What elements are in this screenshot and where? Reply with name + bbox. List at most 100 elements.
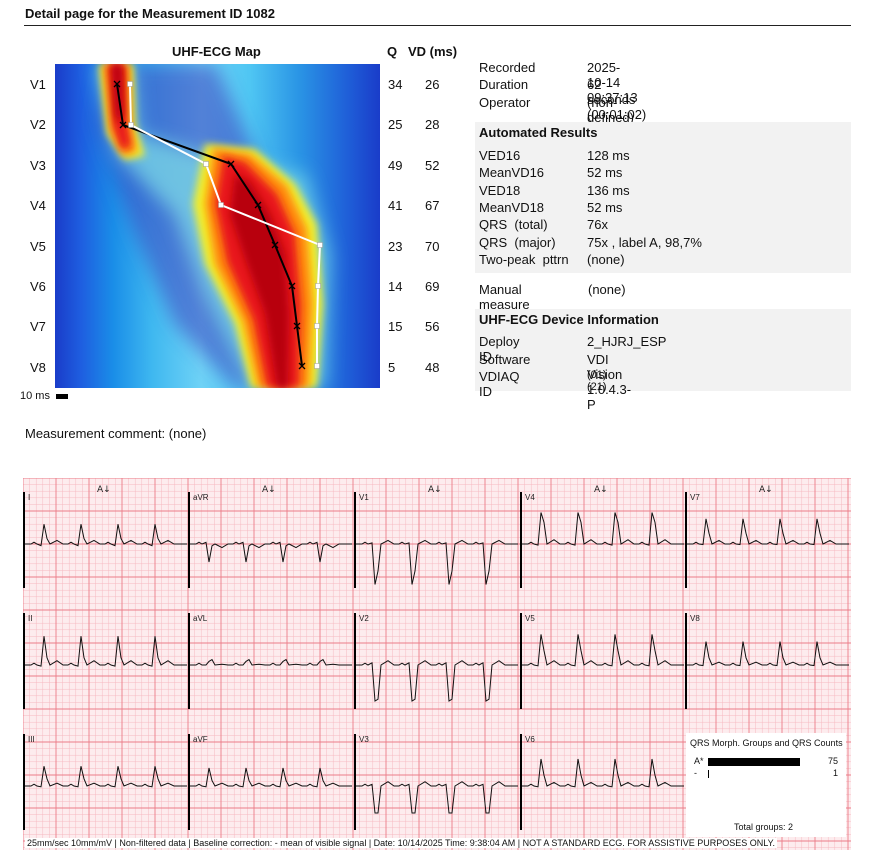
black-path-marker: [113, 80, 121, 88]
qrs-groups-title: QRS Morph. Groups and QRS Counts: [690, 738, 843, 748]
qrs-group-label: -: [694, 768, 697, 778]
qrs-group-count: 75: [827, 756, 838, 766]
q-value-v3: 49: [388, 157, 403, 173]
operator-label: Operator: [479, 95, 531, 110]
black-path-marker: [271, 241, 279, 249]
lead-label-v2: V2: [30, 117, 46, 133]
ecg-lead-label: I: [28, 493, 30, 502]
ecg-trace-v8: [687, 641, 849, 667]
q-value-v2: 25: [388, 117, 403, 133]
ecg-lead-label: V4: [525, 493, 535, 502]
black-path-marker: [227, 160, 235, 168]
vd-value-v4: 67: [425, 198, 440, 214]
auto-result-value: 75x , label A, 98,7%: [587, 234, 702, 250]
q-value-v6: 14: [388, 279, 403, 294]
manual-measure-value: (none): [588, 282, 626, 297]
black-path-marker: [254, 201, 262, 209]
lead-label-v5: V5: [30, 238, 46, 254]
device-info-panel: [475, 309, 851, 391]
q-value-v8: 5: [388, 359, 396, 375]
page-title: Detail page for the Measurement ID 1082: [25, 6, 275, 21]
map-title: UHF-ECG Map: [172, 44, 261, 59]
vd-column-header: VD (ms): [408, 44, 458, 59]
auto-result-value: 52 ms: [587, 199, 623, 215]
beat-marker: A↓: [428, 485, 442, 495]
vd-value-v2: 28: [425, 117, 440, 133]
ecg-trace-avf: [190, 767, 352, 788]
ecg-trace-v5: [522, 634, 684, 667]
beat-marker: A↓: [594, 485, 608, 495]
lead-label-v7: V7: [30, 319, 46, 335]
auto-result-key: VED18: [479, 182, 521, 198]
auto-result-value: 52 ms: [587, 165, 623, 181]
lead-label-v4: V4: [30, 198, 46, 214]
vd-value-v1: 26: [425, 77, 440, 92]
black-path-marker: [119, 121, 127, 129]
qrs-group-label: A*: [694, 756, 704, 766]
ecg-lead-label: aVR: [193, 493, 209, 502]
activation-path-white: [129, 83, 322, 366]
vd-value-v3: 52: [425, 157, 440, 173]
ecg-trace-iii: [25, 766, 187, 788]
device-info-title: UHF-ECG Device Information: [479, 312, 659, 327]
auto-result-key: QRS (total): [479, 217, 548, 233]
ecg-trace-avr: [190, 541, 352, 563]
uhf-ecg-heatmap: [55, 64, 380, 388]
auto-result-key: Two-peak pttrn: [479, 251, 569, 267]
auto-result-key: MeanVD16: [479, 165, 545, 181]
auto-result-value: 136 ms: [587, 182, 630, 198]
software-label: Software: [479, 352, 531, 367]
auto-result-value: 76x: [587, 217, 608, 233]
white-path-marker: [314, 323, 320, 329]
q-value-v1: 34: [388, 77, 403, 92]
ecg-trace-i: [25, 524, 187, 547]
duration-value: 62 seconds (00:01:02): [587, 77, 647, 122]
software-value: VDI Vision 1.0.4.3-P: [587, 352, 632, 412]
ecg-trace-v2: [356, 660, 518, 702]
ecg-trace-v6: [522, 758, 684, 788]
ecg-lead-label: V2: [359, 614, 369, 623]
vd-value-v8: 48: [425, 359, 440, 375]
q-value-v7: 15: [388, 319, 403, 335]
ecg-footer: 25mm/sec 10mm/mV | Non-filtered data | B…: [25, 838, 777, 848]
qrs-groups-box: QRS Morph. Groups and QRS Counts A* 75-1 …: [686, 733, 846, 837]
white-path-marker: [218, 202, 224, 208]
ecg-trace-v1: [356, 539, 518, 585]
white-path-marker: [315, 283, 321, 289]
ecg-trace-avl: [190, 658, 352, 666]
qrs-group-bar: [708, 758, 800, 766]
automated-results-panel: [475, 122, 851, 273]
ecg-lead-label: III: [28, 735, 35, 744]
lead-label-v3: V3: [30, 157, 46, 173]
qrs-group-count: 1: [832, 768, 838, 778]
auto-result-key: VED16: [479, 148, 521, 163]
deploy-id-label: Deploy ID: [479, 334, 520, 364]
ecg-lead-label: V7: [690, 493, 700, 502]
beat-marker: A↓: [759, 485, 773, 495]
duration-label: Duration: [479, 77, 529, 92]
recorded-value: 2025-10-14 09:37:13: [587, 60, 638, 105]
operator-value: (non-defined): [587, 95, 634, 125]
recorded-label: Recorded: [479, 60, 536, 75]
auto-result-key: MeanVD18: [479, 199, 545, 215]
beat-marker: A↓: [262, 485, 276, 495]
scale-bar: [56, 394, 68, 399]
vd-value-v5: 70: [425, 238, 440, 254]
auto-result-value: (none): [587, 251, 625, 267]
vdiaq-id-label: VDIAQ ID: [479, 369, 520, 399]
ecg-lead-label: V6: [525, 735, 535, 744]
auto-result-value: 128 ms: [587, 148, 630, 163]
ecg-lead-label: aVF: [193, 735, 208, 744]
black-path-marker: [293, 322, 301, 330]
white-path-marker: [128, 122, 134, 128]
automated-results-title: Automated Results: [479, 125, 598, 140]
activation-path-black: [116, 83, 303, 367]
lead-label-v8: V8: [30, 359, 46, 375]
ecg-trace-v3: [356, 781, 518, 814]
ecg-lead-label: V5: [525, 614, 535, 623]
qrs-total-groups: Total groups: 2: [734, 822, 794, 832]
vdiaq-id-value: (01)(21): [587, 369, 607, 393]
ecg-trace-v4: [522, 512, 684, 546]
white-path-marker: [314, 363, 320, 369]
qrs-group-bar: [708, 770, 710, 778]
